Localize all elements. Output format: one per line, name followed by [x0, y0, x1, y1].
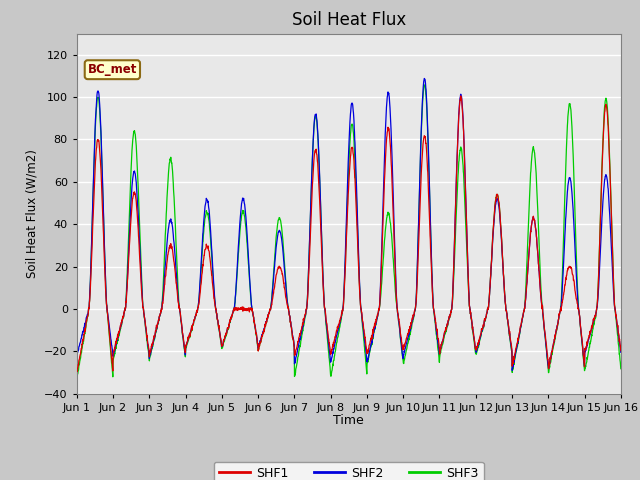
- SHF1: [584, 336, 592, 342]
- SHF2: [376, 290, 384, 296]
- SHF1: [457, 93, 465, 99]
- SHF1: [376, 288, 384, 294]
- SHF2: [420, 76, 428, 82]
- SHF3: [365, 355, 372, 360]
- SHF3: [617, 366, 625, 372]
- SHF2: [508, 368, 516, 373]
- SHF1: [365, 346, 372, 351]
- SHF2: [507, 341, 515, 347]
- SHF3: [225, 325, 232, 331]
- SHF3: [570, 153, 577, 158]
- Legend: SHF1, SHF2, SHF3: SHF1, SHF2, SHF3: [214, 462, 484, 480]
- SHF1: [617, 348, 625, 353]
- SHF3: [508, 344, 515, 350]
- SHF1: [225, 324, 232, 330]
- SHF1: [570, 273, 577, 279]
- SHF2: [225, 325, 232, 331]
- SHF3: [584, 349, 592, 355]
- SHF1: [73, 369, 81, 374]
- SHF2: [570, 208, 577, 214]
- Title: Soil Heat Flux: Soil Heat Flux: [292, 11, 406, 29]
- SHF2: [365, 355, 372, 360]
- Text: BC_met: BC_met: [88, 63, 137, 76]
- SHF2: [73, 351, 81, 357]
- SHF3: [376, 296, 384, 302]
- Line: SHF3: SHF3: [77, 85, 621, 378]
- SHF1: [508, 341, 515, 347]
- SHF2: [584, 337, 592, 343]
- Line: SHF1: SHF1: [77, 96, 621, 372]
- Line: SHF2: SHF2: [77, 79, 621, 371]
- SHF3: [420, 82, 428, 88]
- SHF2: [617, 349, 625, 355]
- Y-axis label: Soil Heat Flux (W/m2): Soil Heat Flux (W/m2): [26, 149, 38, 278]
- SHF3: [73, 374, 81, 380]
- SHF1: [73, 368, 81, 373]
- SHF3: [73, 375, 81, 381]
- X-axis label: Time: Time: [333, 414, 364, 427]
